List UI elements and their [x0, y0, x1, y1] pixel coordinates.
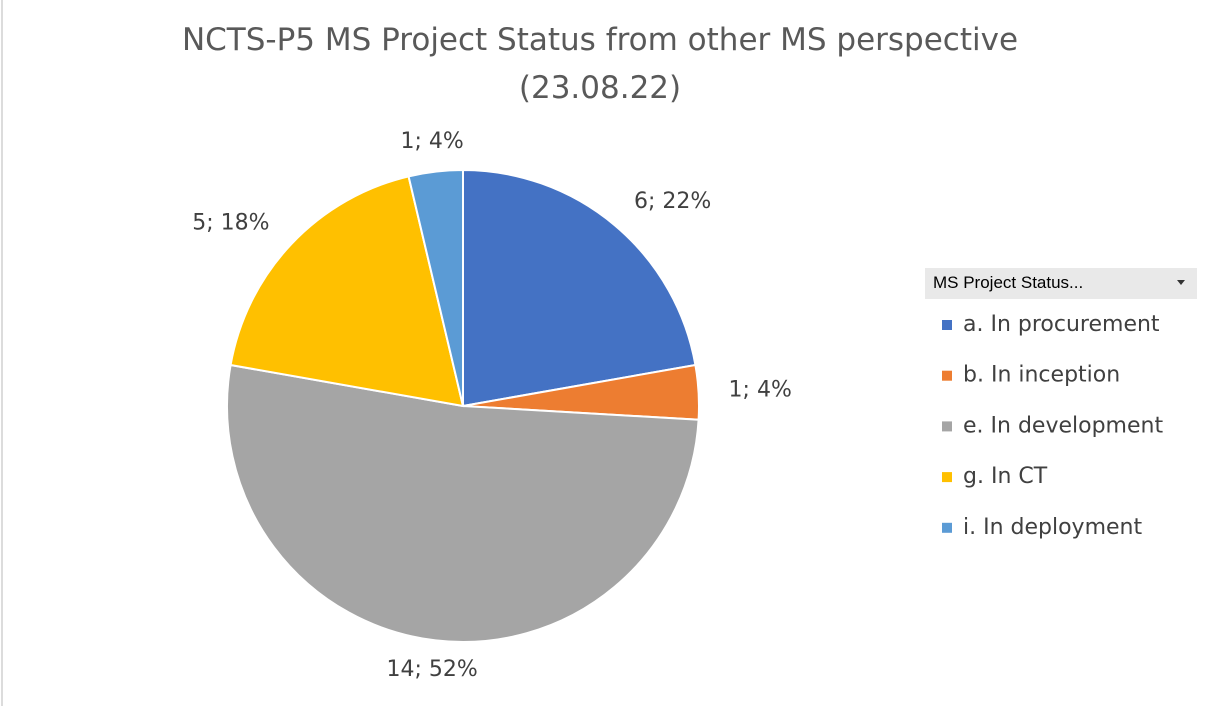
- chart-title: NCTS-P5 MS Project Status from other MS …: [181, 22, 1019, 106]
- dropdown-arrow[interactable]: [1177, 280, 1185, 285]
- legend-swatch: [942, 370, 952, 381]
- data-label: 1; 4%: [729, 378, 792, 403]
- pie-slice: [462, 168, 697, 408]
- legend-label: b. In inception: [963, 363, 1120, 388]
- legend-title: MS Project Status...: [933, 273, 1084, 292]
- legend-filter[interactable]: MS Project Status...: [925, 268, 1197, 299]
- legend-label: g. In CT: [963, 464, 1048, 489]
- data-label: 14; 52%: [386, 657, 477, 682]
- data-label: 1; 4%: [400, 129, 463, 154]
- data-label: 6; 22%: [634, 189, 711, 214]
- pie-slice: [226, 363, 700, 643]
- legend-label: a. In procurement: [963, 312, 1160, 337]
- legend-label: e. In development: [963, 413, 1163, 438]
- pie-slice: [407, 168, 464, 407]
- legend-swatch: [942, 320, 952, 330]
- data-label: 5; 18%: [192, 210, 269, 235]
- legend-swatch: [942, 522, 952, 533]
- legend-swatch: [942, 421, 952, 432]
- pie-slice: [229, 175, 465, 408]
- legend-label: i. In deployment: [963, 515, 1142, 540]
- legend-swatch: [942, 472, 952, 483]
